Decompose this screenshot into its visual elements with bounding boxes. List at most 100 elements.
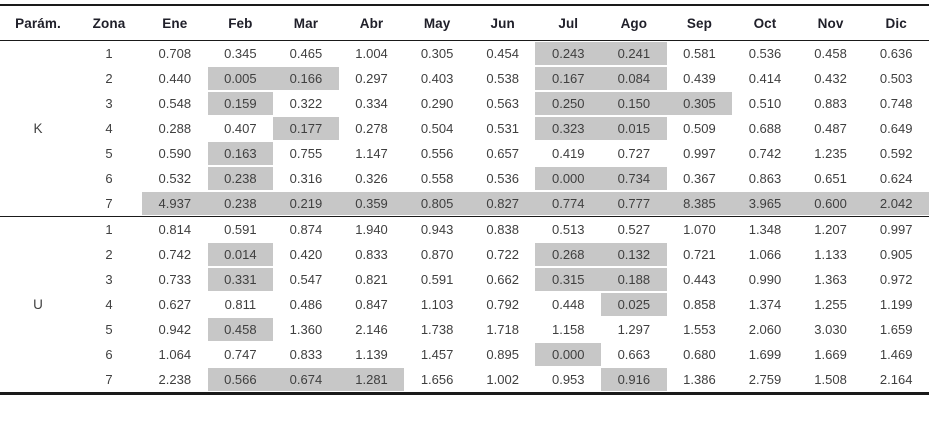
value-cell-highlighted: 3.965 [732, 191, 798, 216]
value-cell: 0.680 [666, 342, 733, 367]
value-cell: 0.547 [273, 267, 339, 292]
zona-cell: 2 [76, 242, 142, 267]
value-cell: 1.002 [469, 367, 536, 392]
value-cell: 0.548 [142, 91, 208, 116]
value-cell: 1.139 [338, 342, 405, 367]
value-cell: 0.870 [404, 242, 470, 267]
table-row: 3 0.548 0.159 0.322 0.334 0.290 0.563 0.250 0.15… [0, 91, 929, 116]
value-cell: 0.439 [666, 66, 733, 91]
zona-cell: 4 [76, 292, 142, 317]
value-cell-highlighted: 0.827 [469, 191, 536, 216]
value-cell: 0.536 [732, 41, 798, 66]
value-cell: 1.199 [863, 292, 929, 317]
value-cell: 0.997 [666, 141, 733, 166]
monthly-parameter-table: Parám. Zona Ene Feb Mar Abr May Jun Jul … [0, 4, 929, 395]
value-cell-highlighted: 0.167 [535, 66, 602, 91]
section-divider-line [0, 216, 929, 217]
value-cell: 1.255 [797, 292, 864, 317]
col-header-abr: Abr [338, 6, 405, 41]
value-cell: 0.942 [142, 317, 208, 342]
value-cell: 0.419 [535, 141, 602, 166]
value-cell-highlighted: 0.315 [535, 267, 602, 292]
value-cell: 0.581 [666, 41, 733, 66]
section-u: U 1 0.814 0.591 0.874 1.940 0.943 0.838 0.513 0.5… [0, 217, 929, 392]
value-cell: 0.721 [666, 242, 733, 267]
table-row: 5 0.590 0.163 0.755 1.147 0.556 0.657 0.419 0.72… [0, 141, 929, 166]
zona-cell: 4 [76, 116, 142, 141]
col-header-param: Parám. [0, 6, 76, 41]
value-cell: 1.207 [797, 217, 864, 242]
value-cell: 0.662 [469, 267, 536, 292]
value-cell-highlighted: 0.000 [535, 342, 602, 367]
zona-cell: 2 [76, 66, 142, 91]
value-cell-highlighted: 8.385 [666, 191, 733, 216]
value-cell: 1.718 [469, 317, 536, 342]
table-row: 7 2.238 0.566 0.674 1.281 1.656 1.002 0.953 0.91… [0, 367, 929, 392]
table-row: 2 0.440 0.005 0.166 0.297 0.403 0.538 0.167 0.08… [0, 66, 929, 91]
value-cell: 0.742 [142, 242, 208, 267]
value-cell-highlighted: 0.777 [601, 191, 667, 216]
value-cell-highlighted: 0.166 [273, 66, 339, 91]
value-cell-highlighted: 0.238 [207, 191, 274, 216]
value-cell: 0.733 [142, 267, 208, 292]
zona-cell: 7 [76, 191, 142, 216]
table-row: 5 0.942 0.458 1.360 2.146 1.738 1.718 1.158 1.29… [0, 317, 929, 342]
value-cell: 1.940 [338, 217, 405, 242]
value-cell: 0.440 [142, 66, 208, 91]
header-row: Parám. Zona Ene Feb Mar Abr May Jun Jul … [0, 6, 929, 41]
value-cell: 0.531 [469, 116, 536, 141]
value-cell: 1.070 [666, 217, 733, 242]
value-cell: 2.759 [732, 367, 798, 392]
value-cell: 1.363 [797, 267, 864, 292]
value-cell-highlighted: 0.238 [207, 166, 274, 191]
table-row: U 1 0.814 0.591 0.874 1.940 0.943 0.838 0.513 0.5… [0, 217, 929, 312]
value-cell: 0.591 [207, 217, 274, 242]
value-cell-highlighted: 0.015 [601, 116, 667, 141]
value-cell: 0.905 [863, 242, 929, 267]
value-cell: 1.669 [797, 342, 864, 367]
value-cell-highlighted: 0.159 [207, 91, 274, 116]
value-cell: 1.066 [732, 242, 798, 267]
value-cell-highlighted: 0.305 [666, 91, 733, 116]
value-cell-highlighted: 0.084 [601, 66, 667, 91]
value-cell: 0.943 [404, 217, 470, 242]
value-cell: 0.972 [863, 267, 929, 292]
col-header-ago: Ago [601, 6, 667, 41]
value-cell-highlighted: 0.734 [601, 166, 667, 191]
value-cell: 0.504 [404, 116, 470, 141]
value-cell: 0.454 [469, 41, 536, 66]
value-cell-highlighted: 0.458 [207, 317, 274, 342]
value-cell-highlighted: 0.805 [404, 191, 470, 216]
value-cell-highlighted: 0.163 [207, 141, 274, 166]
value-cell-highlighted: 0.132 [601, 242, 667, 267]
value-cell: 1.656 [404, 367, 470, 392]
value-cell: 0.465 [273, 41, 339, 66]
value-cell: 0.624 [863, 166, 929, 191]
value-cell: 0.513 [535, 217, 602, 242]
table-header: Parám. Zona Ene Feb Mar Abr May Jun Jul … [0, 6, 929, 41]
value-cell: 1.738 [404, 317, 470, 342]
value-cell-highlighted: 0.916 [601, 367, 667, 392]
value-cell: 0.532 [142, 166, 208, 191]
value-cell: 0.407 [207, 116, 274, 141]
table-row: 4 0.627 0.811 0.486 0.847 1.103 0.792 0.448 0.02… [0, 292, 929, 317]
value-cell: 0.649 [863, 116, 929, 141]
value-cell: 0.742 [732, 141, 798, 166]
value-cell-highlighted: 0.241 [601, 41, 667, 66]
value-cell: 1.004 [338, 41, 405, 66]
value-cell-highlighted: 0.268 [535, 242, 602, 267]
value-cell-highlighted: 0.243 [535, 41, 602, 66]
table-row: 2 0.742 0.014 0.420 0.833 0.870 0.722 0.268 0.13… [0, 242, 929, 267]
value-cell: 0.290 [404, 91, 470, 116]
value-cell: 0.833 [338, 242, 405, 267]
value-cell: 2.238 [142, 367, 208, 392]
value-cell: 0.536 [469, 166, 536, 191]
value-cell: 0.747 [207, 342, 274, 367]
zona-cell: 6 [76, 342, 142, 367]
value-cell: 0.592 [863, 141, 929, 166]
value-cell-highlighted: 1.281 [338, 367, 405, 392]
zona-cell: 7 [76, 367, 142, 392]
value-cell: 0.627 [142, 292, 208, 317]
table-row: K 1 0.708 0.345 0.465 1.004 0.305 0.454 0.243 0.2… [0, 41, 929, 136]
